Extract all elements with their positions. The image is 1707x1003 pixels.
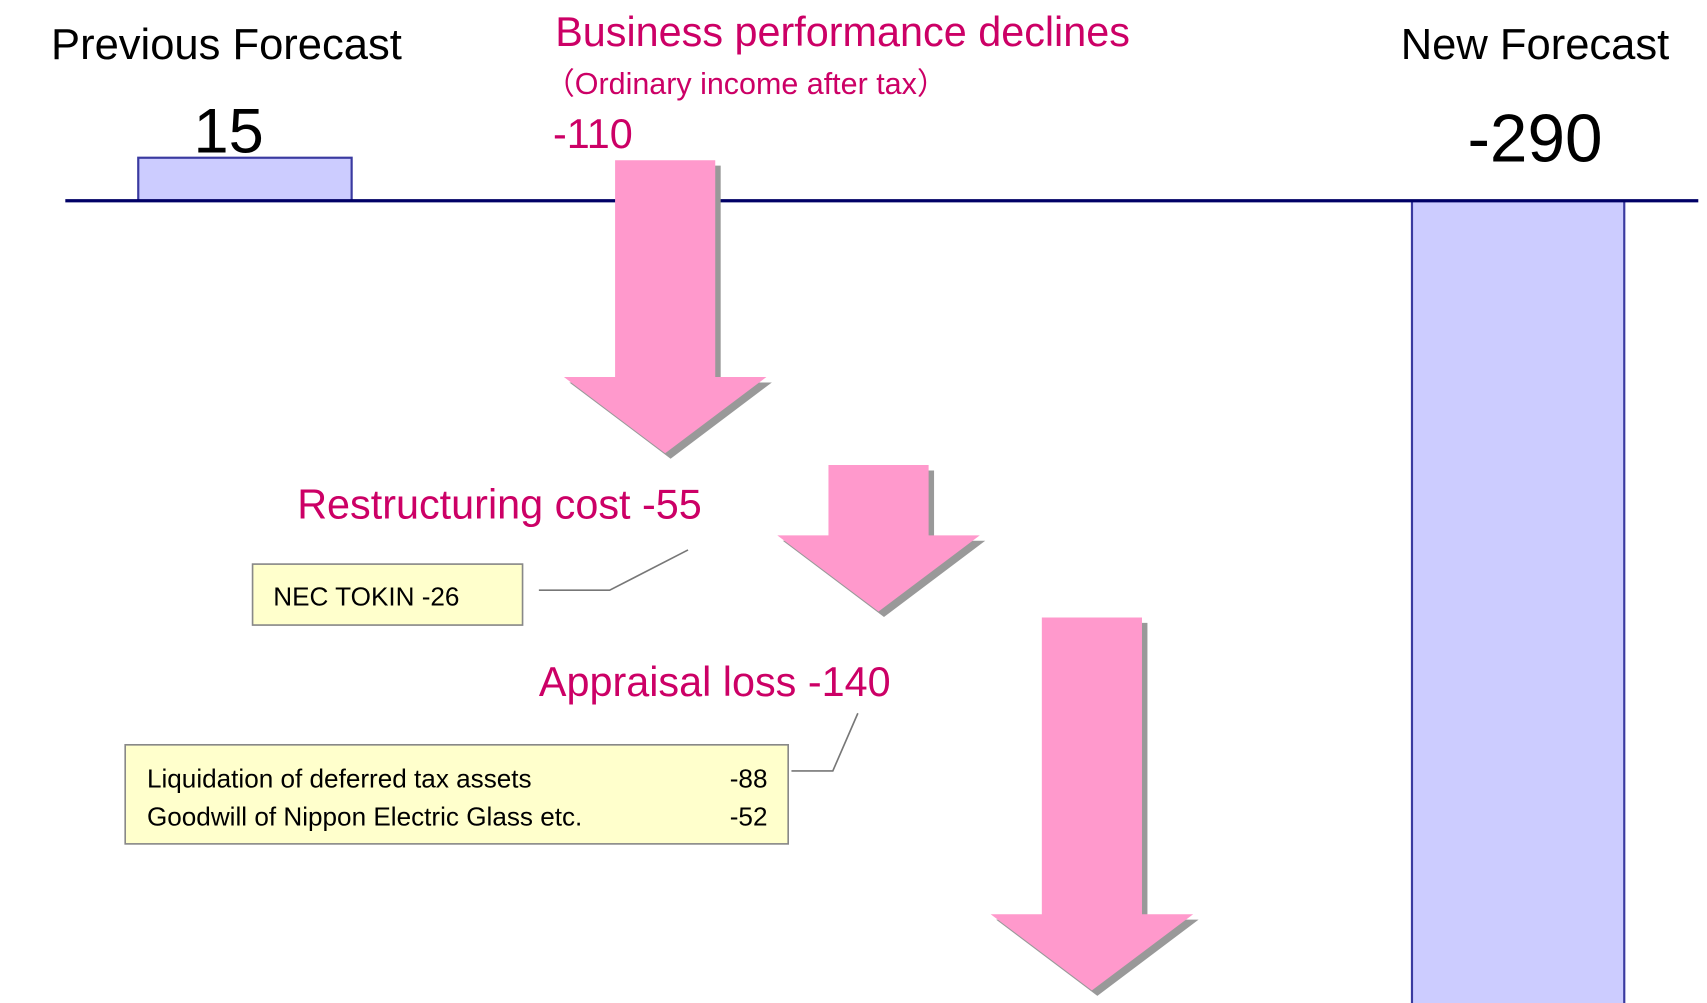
step-label: Restructuring cost -55 <box>297 481 702 527</box>
note-text: Liquidation of deferred tax assets <box>147 763 532 793</box>
value-label: -140 <box>808 659 891 705</box>
category-label: Business performance declines <box>555 9 1130 55</box>
note-text: Goodwill of Nippon Electric Glass etc. <box>147 801 582 831</box>
category-label: Restructuring cost <box>297 481 631 527</box>
value-label: -110 <box>553 111 633 157</box>
category-label: Appraisal loss <box>539 659 796 705</box>
value-label: -55 <box>642 481 702 527</box>
bar <box>137 156 353 202</box>
arrow <box>563 160 767 454</box>
arrow <box>990 617 1194 991</box>
note-box <box>251 563 524 626</box>
note-text: NEC TOKIN -26 <box>273 581 459 611</box>
leader-line <box>538 549 689 592</box>
note-box <box>124 743 789 845</box>
value-label: -290 <box>1467 101 1602 176</box>
subtitle: （Ordinary income after tax） <box>544 67 947 101</box>
note-value: -52 <box>730 801 768 831</box>
value-label: 15 <box>194 97 264 167</box>
bar <box>1410 199 1626 1003</box>
note-value: -88 <box>730 763 768 793</box>
category-label: Previous Forecast <box>51 21 402 69</box>
category-label: New Forecast <box>1401 21 1670 69</box>
step-label: Appraisal loss -140 <box>539 659 891 705</box>
arrow <box>777 465 980 612</box>
leader-line <box>791 712 859 772</box>
